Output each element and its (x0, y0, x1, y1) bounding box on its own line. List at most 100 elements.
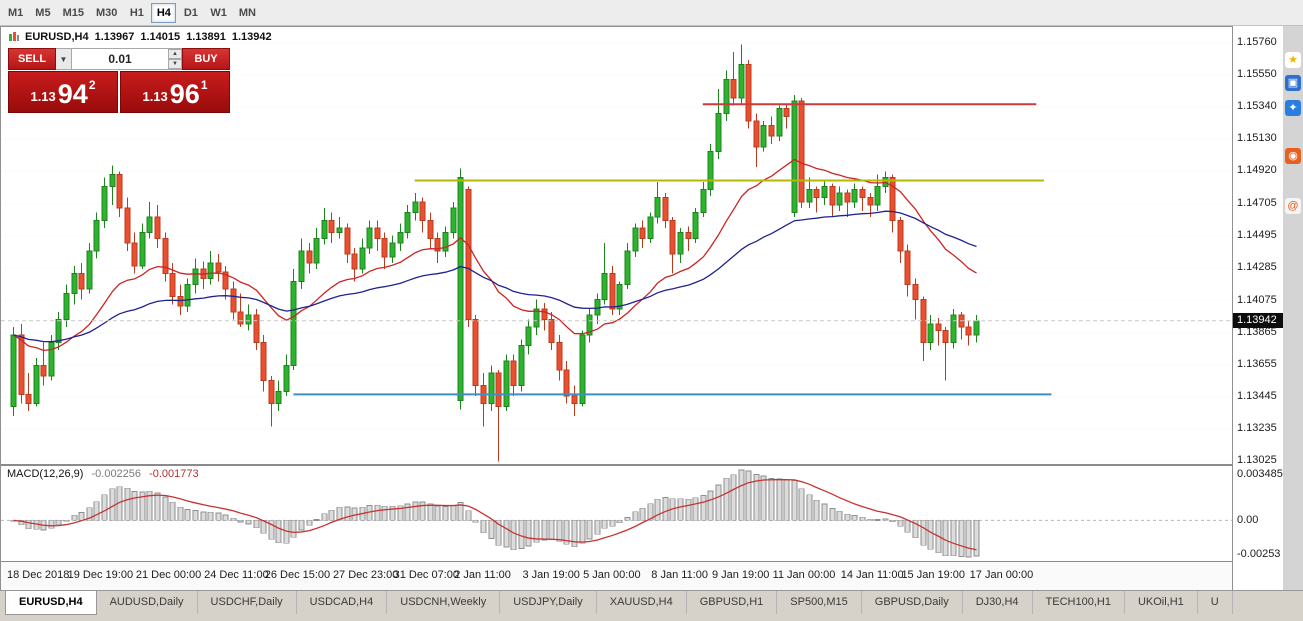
price-axis[interactable]: 1.15760 1.15550 1.15340 1.15130 1.14920 1.147… (1232, 26, 1283, 590)
candle-body (434, 238, 441, 252)
messages-icon[interactable]: ✦ (1285, 100, 1301, 116)
candle-body (723, 79, 730, 114)
lot-increase-button[interactable]: ▲ (168, 49, 182, 59)
price-tick: 1.14075 (1237, 293, 1277, 306)
macd-bar (867, 518, 874, 521)
app-icon-blue[interactable]: ▣ (1285, 75, 1301, 91)
candles-layer (10, 44, 980, 462)
macd-bar (48, 519, 55, 529)
chart-tab-usdjpy-daily[interactable]: USDJPY,Daily (500, 591, 597, 614)
timeframe-m1[interactable]: M1 (3, 3, 28, 23)
macd-bar (472, 519, 479, 523)
macd-scale-top: 0.003485 (1237, 468, 1283, 480)
chart-tab-ukoil-h1[interactable]: UKOil,H1 (1125, 591, 1198, 614)
macd-bar (851, 515, 858, 521)
candle-body (609, 273, 616, 310)
candle-body (601, 273, 608, 301)
candle-body (419, 201, 426, 221)
macd-indicator-pane[interactable]: MACD(12,26,9) -0.002256 -0.001773 (1, 466, 1232, 562)
price-tick: 1.15760 (1237, 36, 1277, 48)
candle-body (715, 112, 722, 153)
macd-bar (215, 512, 222, 521)
candle-body (63, 293, 70, 321)
candle-body (707, 151, 714, 191)
chart-tab-usdcad-h4[interactable]: USDCAD,H4 (297, 591, 388, 614)
lot-spinner: ▲ ▼ (168, 49, 182, 69)
chart-tab-u[interactable]: U (1198, 591, 1233, 614)
candle-body (935, 323, 942, 331)
candle-body (109, 173, 116, 188)
lot-decrease-button[interactable]: ▼ (168, 59, 182, 69)
star-icon[interactable]: ★ (1285, 52, 1301, 68)
lot-dropdown-button[interactable]: ▼ (56, 48, 72, 70)
candle-body (192, 268, 199, 285)
email-at-icon[interactable]: @ (1285, 198, 1301, 214)
candle-body (93, 219, 100, 252)
macd-bar (973, 519, 980, 557)
timeframe-h1[interactable]: H1 (124, 3, 149, 23)
candle-body (169, 273, 176, 298)
chart-tab-usdcnh-weekly[interactable]: USDCNH,Weekly (387, 591, 501, 614)
main-chart-svg[interactable] (1, 27, 1232, 464)
chart-tab-gbpusd-daily[interactable]: GBPUSD,Daily (862, 591, 963, 614)
price-tick: 1.13025 (1237, 453, 1277, 466)
price-tick: 1.15130 (1237, 132, 1277, 145)
sell-price-button[interactable]: 1.13 94 2 (8, 71, 118, 113)
macd-bar (389, 506, 396, 521)
candle-body (874, 186, 881, 206)
chart-tab-dj30-h4[interactable]: DJ30,H4 (963, 591, 1033, 614)
buy-price-button[interactable]: 1.13 96 1 (120, 71, 230, 113)
macd-bar (813, 499, 820, 521)
chart-tab-usdchf-daily[interactable]: USDCHF,Daily (198, 591, 297, 614)
lot-size-input[interactable] (72, 49, 168, 69)
candle-body (495, 372, 502, 408)
ask-price-prefix: 1.13 (142, 89, 168, 104)
chart-tab-gbpusd-h1[interactable]: GBPUSD,H1 (687, 591, 778, 614)
macd-bar (548, 519, 555, 541)
candle-body (412, 201, 419, 214)
macd-bar (738, 469, 745, 521)
buy-button[interactable]: BUY (182, 48, 230, 70)
candle-body (889, 177, 896, 221)
candle-body (404, 212, 411, 234)
macd-bar (192, 510, 199, 521)
timeframe-w1[interactable]: W1 (205, 3, 232, 23)
candle-body (745, 63, 752, 122)
macd-bar (86, 507, 93, 521)
candle-body (685, 232, 692, 240)
candle-body (700, 189, 707, 214)
macd-svg[interactable] (1, 466, 1232, 561)
chart-tab-xauusd-h4[interactable]: XAUUSD,H4 (597, 591, 687, 614)
candle-body (55, 319, 62, 344)
candle-body (677, 232, 684, 255)
macd-bar (965, 519, 972, 558)
time-axis[interactable]: 18 Dec 2018 19 Dec 19:00 21 Dec 00:00 24 De… (1, 562, 1232, 590)
macd-bar (230, 518, 237, 521)
candle-body (829, 186, 836, 206)
candle-body (548, 319, 555, 344)
sell-button[interactable]: SELL (8, 48, 56, 70)
price-tick: 1.14285 (1237, 261, 1277, 274)
macd-bar (632, 511, 639, 521)
timeframe-d1[interactable]: D1 (178, 3, 203, 23)
ma-fast-line (13, 158, 977, 352)
timeframe-mn[interactable]: MN (234, 3, 261, 23)
chart-tab-bar: EURUSD,H4 AUDUSD,Daily USDCHF,Daily USDCAD,… (0, 590, 1303, 621)
chart-tab-sp500-m15[interactable]: SP500,M15 (777, 591, 862, 614)
candle-body (321, 219, 328, 240)
chart-tab-tech100-h1[interactable]: TECH100,H1 (1033, 591, 1125, 614)
candle-body (268, 380, 275, 405)
macd-bar (55, 519, 62, 526)
timeframe-m5[interactable]: M5 (30, 3, 55, 23)
macd-bar (336, 506, 343, 521)
price-chart-pane[interactable]: EURUSD,H4 1.13967 1.14015 1.13891 1.1394… (1, 26, 1232, 466)
candle-body (101, 186, 108, 221)
candle-body (245, 314, 252, 325)
chart-tab-audusd-daily[interactable]: AUDUSD,Daily (97, 591, 198, 614)
timeframe-m15[interactable]: M15 (58, 3, 89, 23)
chart-tab-eurusd-h4[interactable]: EURUSD,H4 (5, 591, 97, 615)
browser-icon[interactable]: ◉ (1285, 148, 1301, 164)
timeframe-m30[interactable]: M30 (91, 3, 122, 23)
bid-price-pipette: 2 (88, 78, 96, 92)
timeframe-h4[interactable]: H4 (151, 2, 177, 23)
